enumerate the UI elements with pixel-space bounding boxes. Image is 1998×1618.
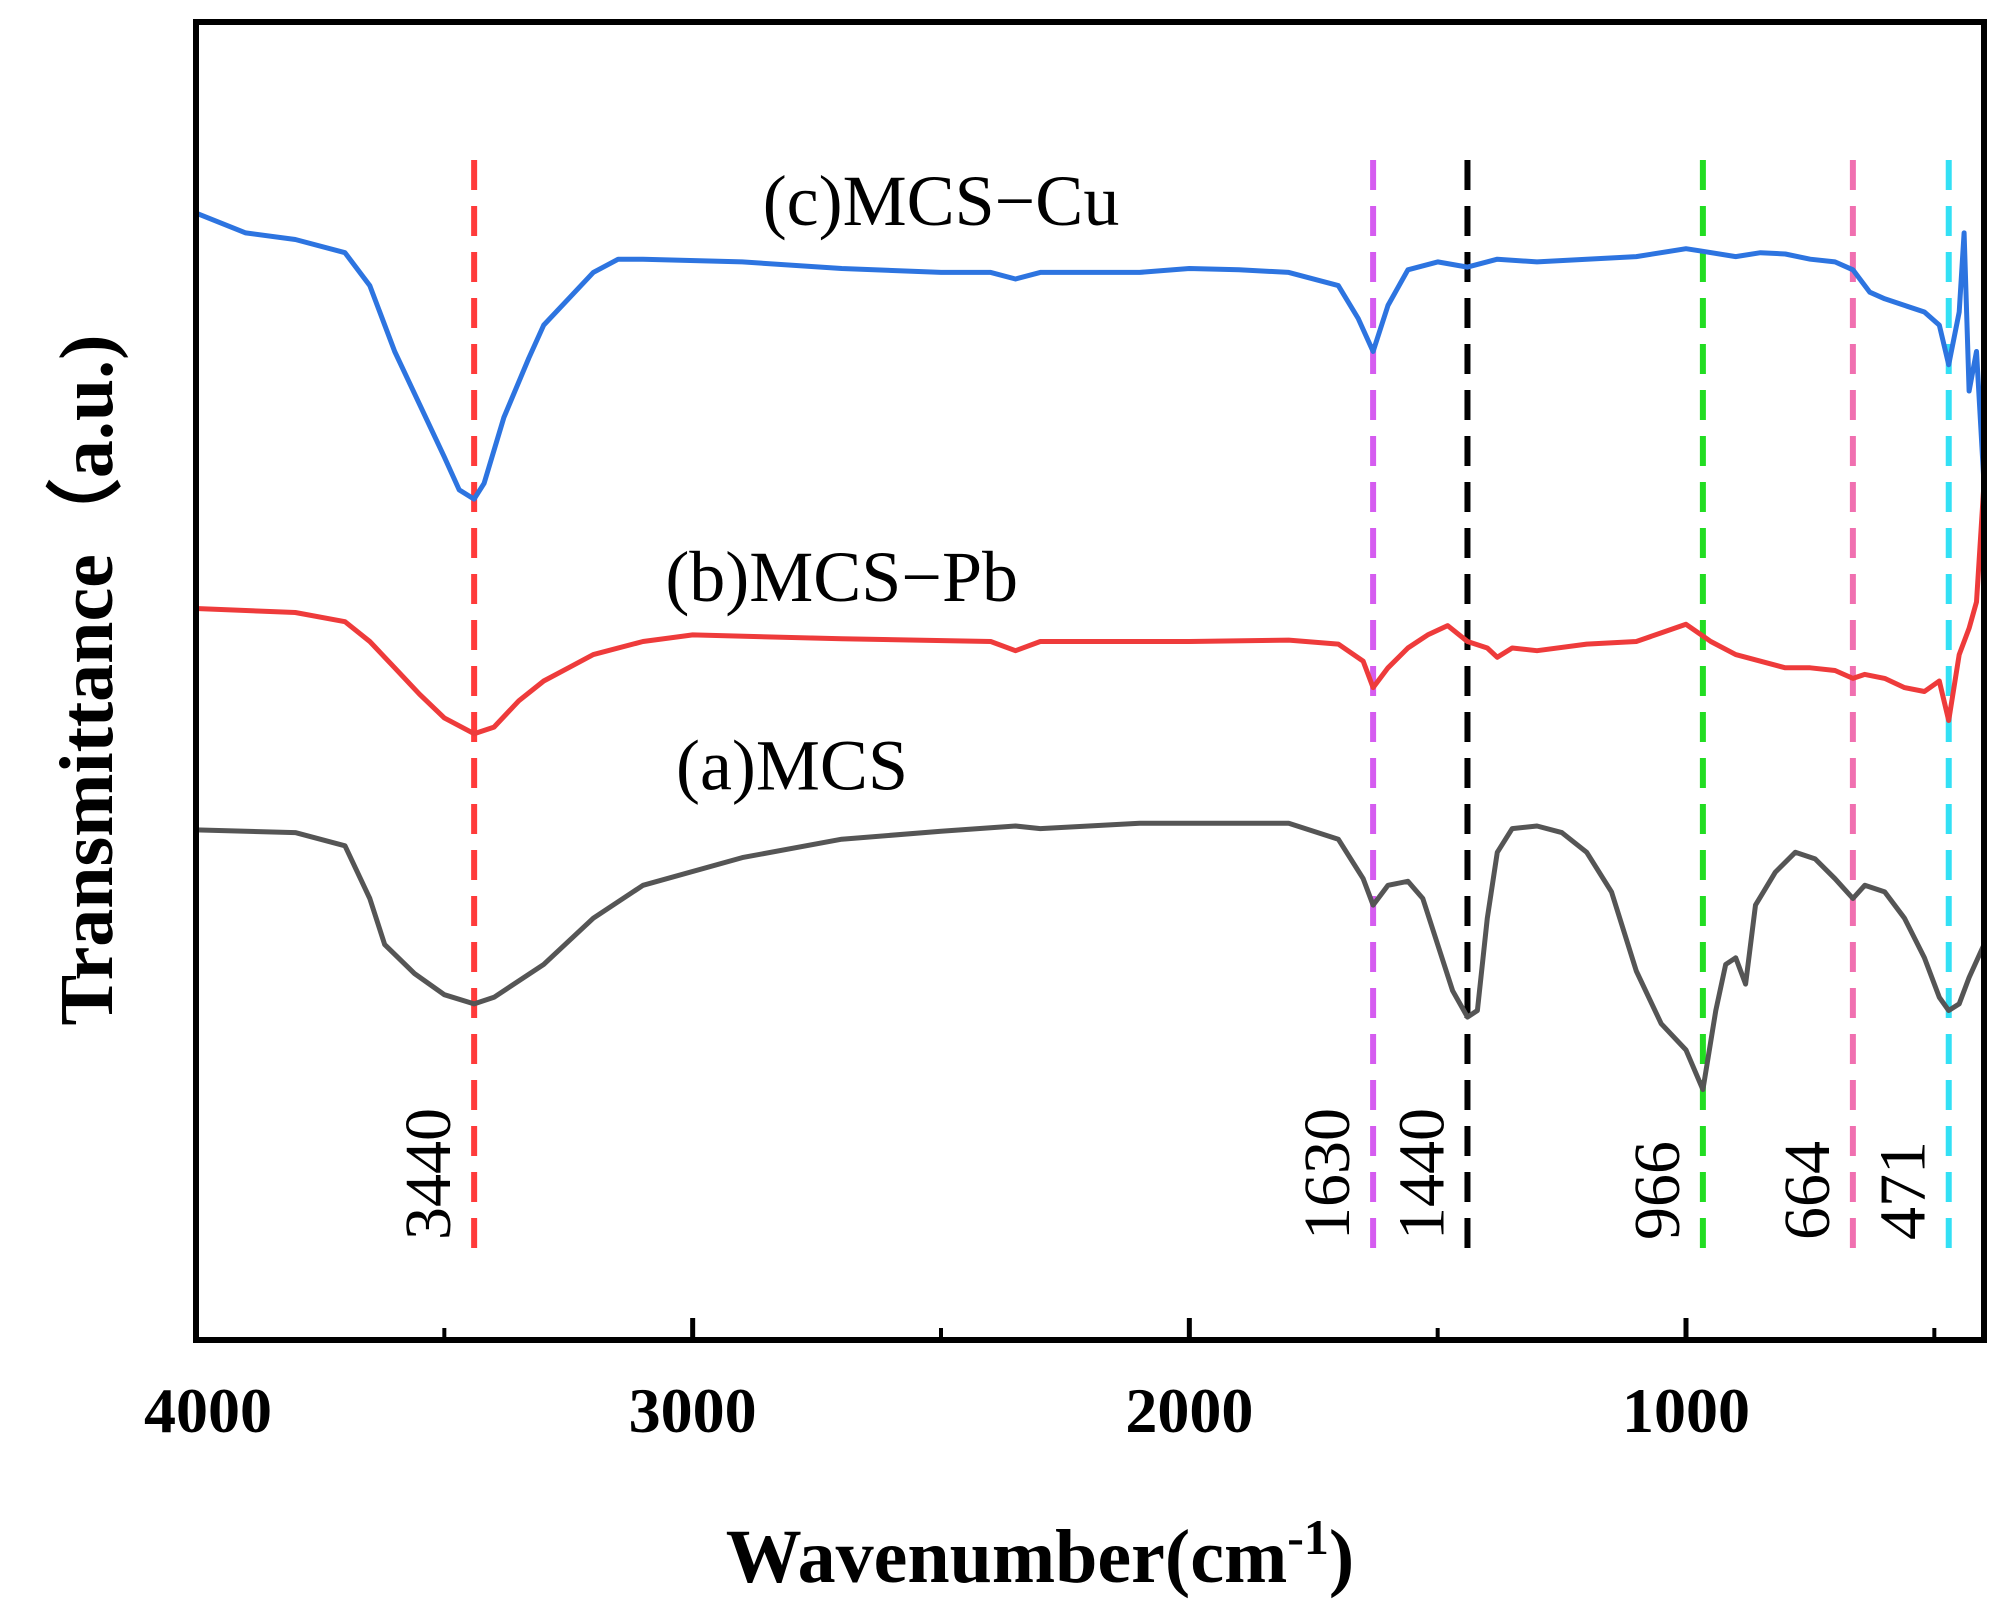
x-tick-label-3000: 3000: [629, 1375, 757, 1446]
peak-label-1630: 1630: [1291, 1108, 1364, 1240]
y-axis-title: Transmittance（a.u.): [45, 335, 129, 1026]
x-axis-ticks: [193, 1318, 1937, 1340]
x-tick-label-4000: 4000: [144, 1375, 272, 1446]
series-line-1: [195, 483, 1987, 737]
series-label-2: (c)MCS−Cu: [763, 161, 1120, 241]
peak-labels: 3440 1630 1440 966 664 471: [392, 1108, 1940, 1240]
series-label-0: (a)MCS: [676, 725, 908, 805]
peak-label-471: 471: [1867, 1141, 1940, 1240]
peak-label-664: 664: [1771, 1141, 1844, 1240]
x-tick-label-2000: 2000: [1125, 1375, 1253, 1446]
x-axis-title: Wavenumber(cm-1): [726, 1509, 1354, 1599]
x-axis-title-main: Wavenumber(cm: [726, 1515, 1287, 1599]
series-line-0: [195, 820, 1987, 1093]
series-labels: (a)MCS (b)MCS−Pb (c)MCS−Cu: [665, 161, 1119, 805]
x-axis-title-superscript: -1: [1287, 1509, 1329, 1565]
plot-frame: [193, 19, 1987, 1343]
peak-label-966: 966: [1621, 1141, 1694, 1240]
series-label-1: (b)MCS−Pb: [665, 537, 1018, 617]
peak-label-1440: 1440: [1386, 1108, 1459, 1240]
x-axis-tick-labels: 4000 3000 2000 1000: [144, 1375, 1750, 1446]
series-lines: [195, 210, 1987, 1093]
x-axis-title-close: ): [1329, 1515, 1354, 1599]
series-line-2: [195, 210, 1987, 502]
peak-label-3440: 3440: [392, 1108, 465, 1240]
x-tick-label-1000: 1000: [1622, 1375, 1750, 1446]
